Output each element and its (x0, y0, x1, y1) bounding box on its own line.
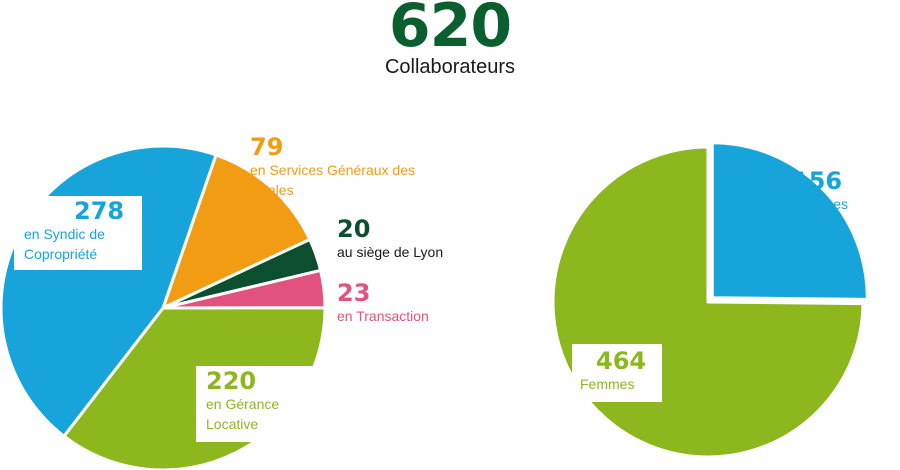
label-services: 79 en Services Généraux des Filiales (250, 134, 430, 200)
text-hommes: Hommes (792, 196, 849, 212)
pie-slice-services (161, 153, 312, 310)
text-services: en Services Généraux des Filiales (250, 162, 415, 198)
value-services: 79 (250, 133, 284, 161)
label-siege: 20 au siège de Lyon (337, 216, 467, 262)
value-siege: 20 (337, 215, 371, 243)
value-gerance: 220 (206, 367, 257, 395)
value-syndic: 278 (74, 197, 125, 225)
label-transaction: 23 en Transaction (337, 280, 467, 326)
text-transaction: en Transaction (337, 308, 429, 324)
value-hommes: 156 (792, 167, 843, 195)
total-collaborators-label: Collaborateurs (384, 56, 516, 78)
value-femmes: 464 (596, 347, 647, 375)
text-siege: au siège de Lyon (337, 244, 444, 260)
label-syndic: 278 en Syndic de Copropriété (14, 196, 142, 270)
label-gerance: 220 en Gérance Locative (196, 366, 316, 442)
label-femmes: 464 Femmes (572, 344, 662, 402)
value-transaction: 23 (337, 279, 371, 307)
label-hommes: 156 Hommes (792, 168, 862, 214)
pie-slice-hommes (710, 141, 869, 301)
text-gerance: en Gérance Locative (206, 396, 280, 432)
text-femmes: Femmes (580, 376, 635, 392)
total-collaborators-number: 620 (388, 0, 512, 61)
text-syndic: en Syndic de Copropriété (24, 226, 105, 262)
